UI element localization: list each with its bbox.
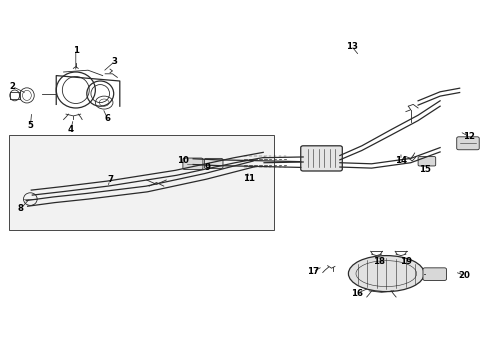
Text: 7: 7 — [107, 175, 113, 184]
Text: 18: 18 — [372, 256, 384, 265]
Text: 8: 8 — [18, 204, 23, 213]
FancyBboxPatch shape — [417, 157, 435, 166]
FancyBboxPatch shape — [422, 268, 446, 280]
Text: 2: 2 — [9, 82, 15, 91]
Text: 10: 10 — [177, 156, 189, 165]
Text: 6: 6 — [104, 114, 110, 123]
Text: 17: 17 — [306, 267, 318, 276]
Ellipse shape — [347, 256, 424, 292]
Text: 12: 12 — [463, 132, 474, 141]
Text: 19: 19 — [399, 256, 411, 265]
Text: 20: 20 — [458, 271, 469, 280]
Text: 1: 1 — [73, 46, 79, 55]
Text: 15: 15 — [419, 165, 430, 174]
Text: 14: 14 — [394, 156, 406, 165]
Text: 11: 11 — [243, 174, 255, 183]
FancyBboxPatch shape — [204, 158, 223, 168]
FancyBboxPatch shape — [300, 146, 342, 171]
Text: 9: 9 — [204, 163, 210, 172]
Text: 16: 16 — [350, 289, 362, 298]
Text: 3: 3 — [112, 57, 118, 66]
Text: 13: 13 — [346, 42, 357, 51]
Text: 4: 4 — [68, 125, 74, 134]
Text: 5: 5 — [27, 122, 33, 130]
FancyBboxPatch shape — [9, 135, 273, 230]
FancyBboxPatch shape — [456, 137, 478, 150]
FancyBboxPatch shape — [183, 158, 203, 170]
